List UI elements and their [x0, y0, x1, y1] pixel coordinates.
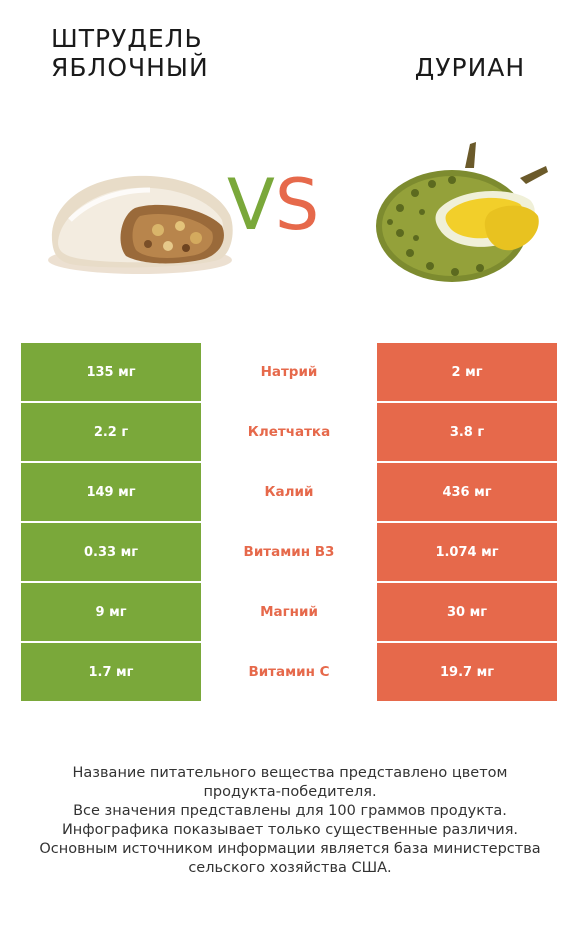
table-row: 135 мг Натрий 2 мг [21, 343, 557, 401]
right-value: 3.8 г [377, 403, 557, 461]
left-value: 2.2 г [21, 403, 201, 461]
footer-line: Основным источником информации является … [39, 841, 541, 857]
nutrient-label: Витамин C [201, 643, 377, 701]
right-value: 30 мг [377, 583, 557, 641]
left-value: 1.7 мг [21, 643, 201, 701]
vs-v-letter: V [227, 164, 275, 246]
left-value: 149 мг [21, 463, 201, 521]
footer-line: продукта-победителя. [203, 784, 377, 800]
table-row: 9 мг Магний 30 мг [21, 583, 557, 641]
right-value: 19.7 мг [377, 643, 557, 701]
footer-line: сельского хозяйства США. [188, 860, 392, 876]
table-row: 0.33 мг Витамин B3 1.074 мг [21, 523, 557, 581]
footer-line: Инфографика показывает только существенн… [61, 822, 519, 838]
left-value: 9 мг [21, 583, 201, 641]
right-value: 1.074 мг [377, 523, 557, 581]
nutrient-label: Клетчатка [201, 403, 377, 461]
right-value: 436 мг [377, 463, 557, 521]
footer-line: Все значения представлены для 100 граммо… [73, 803, 507, 819]
vs-label: VS [227, 165, 319, 245]
nutrient-label: Витамин B3 [201, 523, 377, 581]
left-value: 0.33 мг [21, 523, 201, 581]
left-food-title: Штрудель яблочный [51, 24, 209, 82]
table-row: 149 мг Калий 436 мг [21, 463, 557, 521]
nutrient-label: Магний [201, 583, 377, 641]
comparison-table: 135 мг Натрий 2 мг 2.2 г Клетчатка 3.8 г… [21, 343, 557, 703]
strudel-image [48, 175, 233, 274]
nutrient-label: Натрий [201, 343, 377, 401]
table-row: 1.7 мг Витамин C 19.7 мг [21, 643, 557, 701]
right-food-title: Дуриан [414, 53, 526, 82]
vs-s-letter: S [274, 164, 320, 246]
left-value: 135 мг [21, 343, 201, 401]
footer-notes: Название питательного вещества представл… [20, 764, 560, 878]
right-value: 2 мг [377, 343, 557, 401]
durian-image [376, 142, 548, 282]
table-row: 2.2 г Клетчатка 3.8 г [21, 403, 557, 461]
nutrient-label: Калий [201, 463, 377, 521]
footer-line: Название питательного вещества представл… [72, 765, 508, 781]
